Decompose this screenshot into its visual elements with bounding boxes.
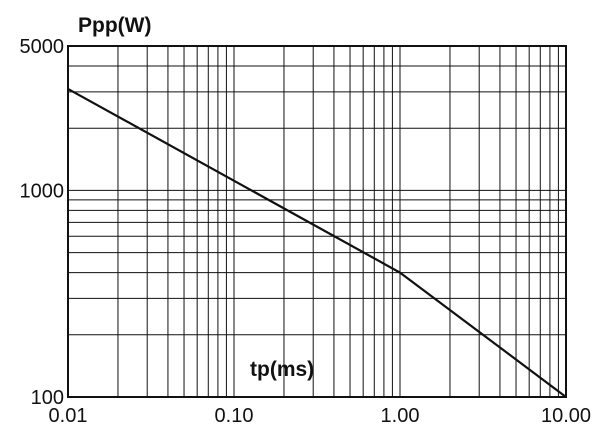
y-axis-title: Ppp(W): [78, 14, 151, 37]
y-tick-label: 5000: [20, 36, 65, 58]
x-tick-label: 1.00: [381, 405, 420, 427]
tick-labels: 0.01 0.10 1.00 10.00 100 1000 5000: [20, 36, 592, 427]
y-tick-label: 100: [31, 387, 64, 409]
x-tick-label: 0.10: [215, 405, 254, 427]
x-tick-label: 10.00: [541, 405, 591, 427]
x-tick-label: 0.01: [49, 405, 88, 427]
x-axis-title: tp(ms): [250, 358, 314, 381]
grid: [68, 46, 566, 397]
series-group: [67, 87, 567, 398]
y-tick-label: 1000: [20, 180, 65, 202]
series-line: [67, 87, 567, 398]
plot-frame: [67, 45, 567, 398]
